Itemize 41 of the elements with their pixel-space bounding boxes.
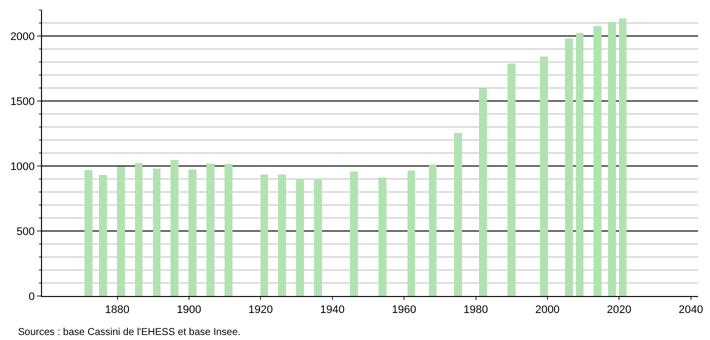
bar xyxy=(350,172,358,296)
bar xyxy=(278,174,286,296)
bar xyxy=(618,18,627,296)
x-tick-label: 2040 xyxy=(678,304,704,316)
y-tick-label: 1500 xyxy=(10,96,35,108)
bar xyxy=(478,88,487,296)
x-tick-label: 1980 xyxy=(464,304,488,316)
y-tick-label: 500 xyxy=(16,226,35,238)
y-tick-label: 2000 xyxy=(10,30,35,43)
bar xyxy=(407,170,416,296)
bar xyxy=(608,22,616,296)
bar xyxy=(378,177,386,296)
x-tick-label: 1900 xyxy=(176,304,202,316)
x-tick-label: 1960 xyxy=(392,304,416,316)
bar xyxy=(188,170,196,296)
x-tick-label: 2020 xyxy=(606,304,632,316)
bar xyxy=(428,164,437,296)
bar xyxy=(540,56,548,296)
bar xyxy=(508,63,516,296)
source-note: Sources : base Cassini de l'EHESS et base Insee. xyxy=(18,327,241,338)
bar xyxy=(565,38,573,296)
bar xyxy=(99,174,107,296)
bar xyxy=(576,32,584,296)
bar xyxy=(84,170,93,296)
bar xyxy=(260,174,268,296)
x-tick-label: 1880 xyxy=(105,304,130,316)
bar xyxy=(134,162,143,296)
bar xyxy=(454,133,462,296)
x-tick-label: 1920 xyxy=(248,304,273,316)
x-tick-label: 1940 xyxy=(320,304,345,316)
bar xyxy=(116,166,125,296)
bar xyxy=(314,178,322,296)
bar xyxy=(152,168,161,296)
bar xyxy=(206,164,214,296)
bar xyxy=(224,164,232,296)
y-tick-label: 1000 xyxy=(10,160,35,173)
bar xyxy=(594,26,602,296)
y-tick-label: 0 xyxy=(28,290,35,303)
bar xyxy=(170,160,179,296)
x-tick-label: 2000 xyxy=(535,304,560,316)
bar xyxy=(296,178,304,296)
